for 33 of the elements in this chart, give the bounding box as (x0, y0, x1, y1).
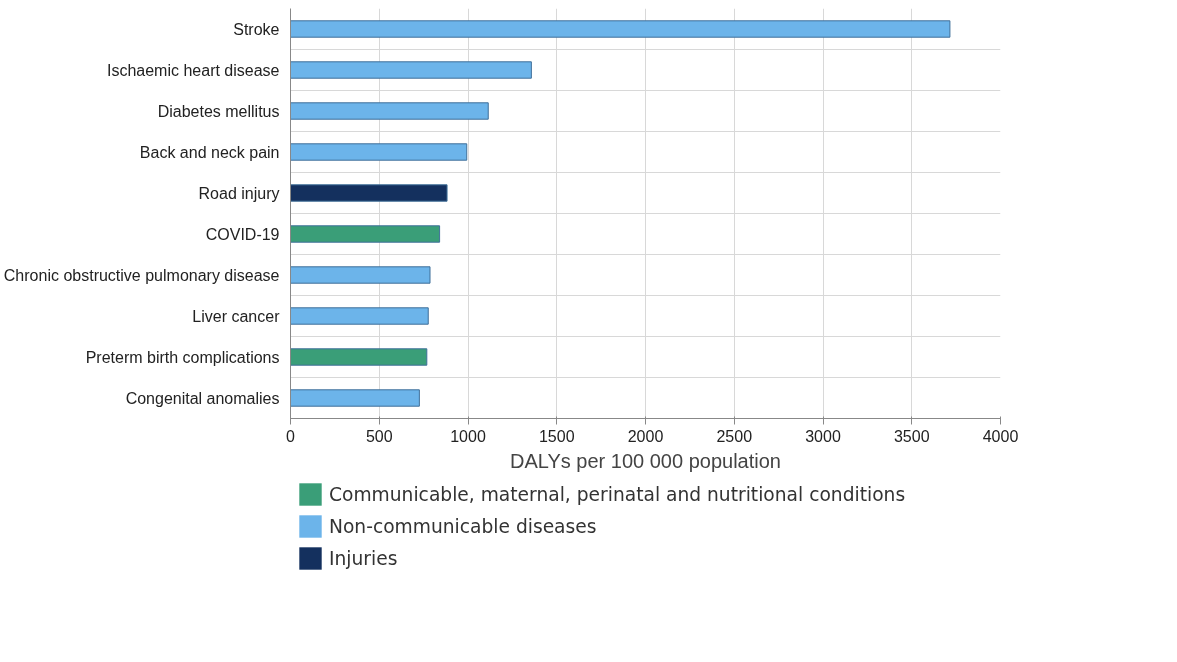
y-tick-label: Stroke (233, 20, 280, 38)
y-tick-label: Diabetes mellitus (157, 102, 280, 120)
x-tick-label: 2000 (627, 427, 664, 445)
x-tick-label: 1500 (538, 427, 575, 445)
bar (290, 266, 431, 284)
y-tick-label: Road injury (198, 184, 280, 202)
x-tick-label: 3000 (805, 427, 841, 445)
x-tick-label: 3500 (893, 427, 930, 445)
x-tick-label: 4000 (982, 427, 1019, 445)
x-tick-label: 2500 (716, 427, 753, 445)
y-tick-label: Chronic obstructive pulmonary disease (3, 266, 280, 284)
bar (290, 184, 448, 202)
y-tick-label: Preterm birth complications (85, 348, 280, 366)
bar (290, 307, 429, 325)
bar (290, 102, 489, 120)
y-tick-label: COVID-19 (205, 225, 280, 243)
bar (290, 225, 441, 243)
bar (290, 143, 468, 161)
bar (290, 348, 428, 366)
x-tick-label: 1000 (450, 427, 486, 445)
x-tick-label: 500 (365, 427, 393, 445)
y-tick-label: Liver cancer (192, 307, 281, 325)
y-tick-label: Ischaemic heart disease (106, 61, 280, 79)
bar (290, 61, 532, 79)
legend-label: Injuries (329, 547, 398, 569)
bar (290, 389, 420, 407)
x-axis-title: DALYs per 100 000 population (510, 449, 781, 472)
bar (290, 20, 951, 38)
x-tick-label: 0 (286, 427, 296, 445)
y-tick-label: Back and neck pain (139, 143, 280, 161)
legend-label: Communicable, maternal, perinatal and nutritional conditions (329, 483, 906, 505)
y-tick-label: Congenital anomalies (125, 389, 280, 407)
legend-label: Non-communicable diseases (329, 515, 597, 537)
